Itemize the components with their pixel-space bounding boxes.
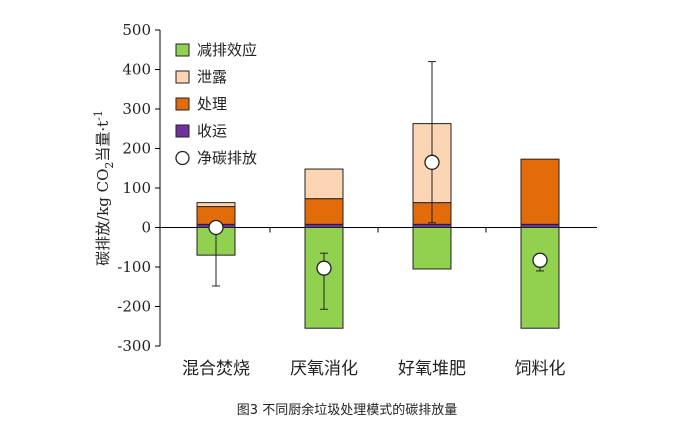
y-tick-label: -100 <box>117 258 151 276</box>
svg-text:碳排放/kg CO2当量·t-1: 碳排放/kg CO2当量·t-1 <box>92 110 116 266</box>
y-tick-label: 200 <box>122 140 151 158</box>
net-emission-point <box>424 154 440 170</box>
bar-segment-leakage <box>304 168 344 200</box>
legend-swatch <box>175 97 190 111</box>
x-category-label: 饲料化 <box>515 359 566 379</box>
net-emission-point <box>316 260 332 276</box>
legend-swatch <box>175 43 190 57</box>
bar-segment-treatment <box>520 158 560 225</box>
net-emission-point <box>208 219 224 236</box>
y-axis-title-main: 碳排放/kg CO <box>94 169 112 266</box>
y-tick-label: -200 <box>117 298 151 316</box>
x-category-label: 好氧堆肥 <box>398 359 466 379</box>
bar-segment-reduction <box>412 227 452 270</box>
legend-label: 减排效应 <box>197 41 257 59</box>
y-tick-label: 400 <box>122 61 151 79</box>
y-tick-label: 0 <box>141 219 151 237</box>
plot-area: 500 400 300 200 100 0 -100 -200 -300 混合焚烧 厌氧消化 好氧堆肥… <box>117 21 597 379</box>
x-category-label: 厌氧消化 <box>290 359 358 379</box>
net-emission-point <box>532 252 548 268</box>
legend-swatch <box>175 70 190 84</box>
y-axis-title-sub: 2 <box>103 162 116 169</box>
bar-segment-reduction <box>520 227 560 329</box>
y-axis-title-mid: 当量·t <box>94 121 112 162</box>
y-axis-title: 碳排放/kg CO2当量·t-1 <box>92 110 116 266</box>
y-tick-label: -300 <box>117 337 151 355</box>
legend-label: 处理 <box>197 95 227 113</box>
legend-label: 收运 <box>197 122 227 140</box>
x-category-label: 混合焚烧 <box>182 359 250 379</box>
y-tick-label: 100 <box>122 179 151 197</box>
legend-marker <box>175 150 190 166</box>
y-tick-label: 300 <box>122 100 151 118</box>
legend-label: 净碳排放 <box>197 149 257 167</box>
y-tick-label: 500 <box>122 21 151 39</box>
legend-label: 泄露 <box>197 68 227 86</box>
bar-segment-leakage <box>196 202 236 208</box>
legend-swatch <box>175 124 190 138</box>
figure-caption: 图3 不同厨余垃圾处理模式的碳排放量 <box>237 402 457 418</box>
bar-segment-treatment <box>304 198 344 225</box>
y-axis-title-sup: -1 <box>92 110 105 121</box>
